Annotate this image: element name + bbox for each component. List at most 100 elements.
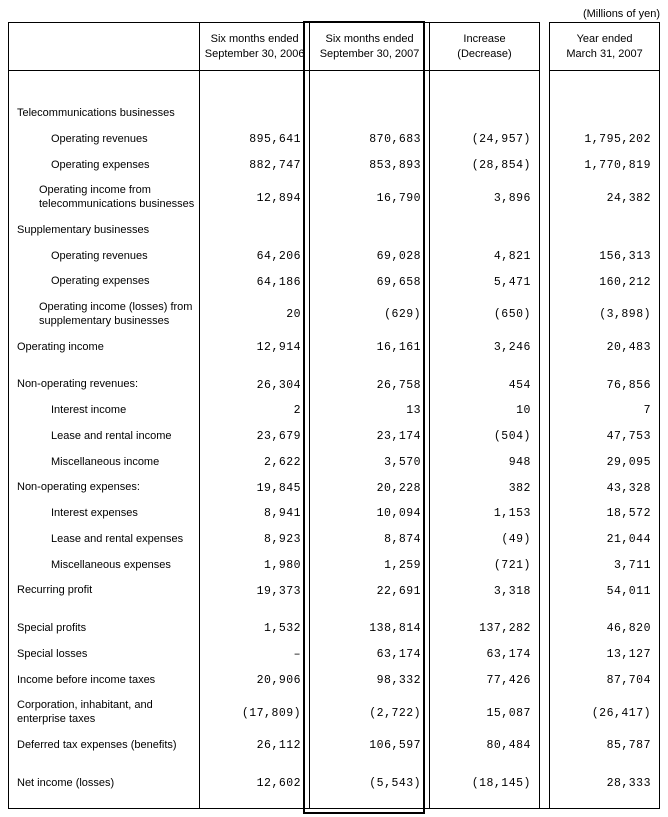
cell-value: 1,259 xyxy=(310,553,429,578)
table-row xyxy=(9,759,660,771)
table-row: Lease and rental expenses8,9238,874(49)2… xyxy=(9,527,660,553)
cell-value: 16,790 xyxy=(310,186,429,211)
cell-value: 54,011 xyxy=(550,579,659,604)
table-row: Operating income from telecommunications… xyxy=(9,178,660,218)
cell-value: 15,087 xyxy=(430,701,539,726)
row-label: Operating expenses xyxy=(9,153,199,179)
cell-value: 28,333 xyxy=(550,771,659,796)
cell-value: 23,679 xyxy=(200,424,309,449)
cell-value: 23,174 xyxy=(310,424,429,449)
table-row: Interest expenses8,94110,0941,15318,572 xyxy=(9,501,660,527)
cell-value: 853,893 xyxy=(310,153,429,178)
row-label: Miscellaneous income xyxy=(9,450,199,476)
table-row: Deferred tax expenses (benefits)26,11210… xyxy=(9,733,660,759)
row-label: Operating income (losses) from supplemen… xyxy=(9,295,199,335)
cell-value: 1,980 xyxy=(200,553,309,578)
cell-value: 20 xyxy=(200,302,309,327)
cell-value: 160,212 xyxy=(550,270,659,295)
cell-value: (629) xyxy=(310,302,429,327)
table-row: Non-operating expenses:19,84520,22838243… xyxy=(9,475,660,501)
cell-value: 3,570 xyxy=(310,450,429,475)
cell-value: 2 xyxy=(200,398,309,423)
cell-value: (28,854) xyxy=(430,153,539,178)
row-label: Net income (losses) xyxy=(9,771,199,797)
cell-value: 29,095 xyxy=(550,450,659,475)
cell-value: 3,711 xyxy=(550,553,659,578)
cell-value: 8,923 xyxy=(200,527,309,552)
col-header-period1: Six months ended September 30, 2006 xyxy=(200,23,310,71)
cell-value: (650) xyxy=(430,302,539,327)
cell-value: 12,894 xyxy=(200,186,309,211)
cell-value: 80,484 xyxy=(430,733,539,758)
table-row: Operating expenses64,18669,6585,471160,2… xyxy=(9,269,660,295)
table-row: Interest income213107 xyxy=(9,398,660,424)
row-label: Miscellaneous expenses xyxy=(9,553,199,579)
table-row xyxy=(9,796,660,809)
cell-value: 1,795,202 xyxy=(550,127,659,152)
table-row: Income before income taxes20,90698,33277… xyxy=(9,668,660,694)
cell-value: 24,382 xyxy=(550,186,659,211)
cell-value: 8,874 xyxy=(310,527,429,552)
cell-value: 12,602 xyxy=(200,771,309,796)
row-label: Operating income from telecommunications… xyxy=(9,178,199,218)
table-row: Non-operating revenues:26,30426,75845476… xyxy=(9,372,660,398)
cell-value: 63,174 xyxy=(430,642,539,667)
table-row: Special profits1,532138,814137,28246,820 xyxy=(9,616,660,642)
table-row: Operating expenses882,747853,893(28,854)… xyxy=(9,153,660,179)
col-gap xyxy=(539,23,549,71)
cell-value: 138,814 xyxy=(310,616,429,641)
header-row: Six months ended September 30, 2006 Six … xyxy=(9,23,660,71)
cell-value: 47,753 xyxy=(550,424,659,449)
table-row: Special losses–63,17463,17413,127 xyxy=(9,642,660,668)
col-header-label xyxy=(9,23,200,71)
col-header-period2: Six months ended September 30, 2007 xyxy=(310,23,430,71)
row-label: Corporation, inhabitant, and enterprise … xyxy=(9,693,199,733)
cell-value: 19,373 xyxy=(200,579,309,604)
cell-value: 43,328 xyxy=(550,476,659,501)
cell-value: 26,758 xyxy=(310,373,429,398)
cell-value: 46,820 xyxy=(550,616,659,641)
row-label: Lease and rental income xyxy=(9,424,199,450)
cell-value: (24,957) xyxy=(430,127,539,152)
table-row: Telecommunications businesses xyxy=(9,101,660,127)
row-label: Income before income taxes xyxy=(9,668,199,694)
row-label: Operating revenues xyxy=(9,244,199,270)
row-label: Interest expenses xyxy=(9,501,199,527)
table-row: Miscellaneous income2,6223,57094829,095 xyxy=(9,450,660,476)
table-row xyxy=(9,71,660,102)
cell-value: (17,809) xyxy=(200,701,309,726)
financial-table: Six months ended September 30, 2006 Six … xyxy=(8,22,660,809)
cell-value: 1,532 xyxy=(200,616,309,641)
cell-value: 12,914 xyxy=(200,335,309,360)
cell-value: 1,153 xyxy=(430,501,539,526)
cell-value: 69,028 xyxy=(310,244,429,269)
cell-value: 87,704 xyxy=(550,668,659,693)
cell-value: 454 xyxy=(430,373,539,398)
cell-value: 98,332 xyxy=(310,668,429,693)
unit-label: (Millions of yen) xyxy=(8,8,660,20)
table-row: Supplementary businesses xyxy=(9,218,660,244)
table-row: Operating revenues895,641870,683(24,957)… xyxy=(9,127,660,153)
cell-value: 20,228 xyxy=(310,476,429,501)
cell-value: 64,186 xyxy=(200,270,309,295)
table-container: Six months ended September 30, 2006 Six … xyxy=(8,22,660,809)
cell-value: 63,174 xyxy=(310,642,429,667)
cell-value: 10,094 xyxy=(310,501,429,526)
cell-value: 5,471 xyxy=(430,270,539,295)
cell-value: 8,941 xyxy=(200,501,309,526)
cell-value: 156,313 xyxy=(550,244,659,269)
cell-value: 106,597 xyxy=(310,733,429,758)
cell-value: 895,641 xyxy=(200,127,309,152)
table-row: Operating income12,91416,1613,24620,483 xyxy=(9,335,660,361)
cell-value: 64,206 xyxy=(200,244,309,269)
table-row: Miscellaneous expenses1,9801,259(721) 3,7… xyxy=(9,553,660,579)
row-label: Telecommunications businesses xyxy=(9,101,199,127)
row-label: Supplementary businesses xyxy=(9,218,199,244)
cell-value: 21,044 xyxy=(550,527,659,552)
cell-value: 19,845 xyxy=(200,476,309,501)
row-label: Special losses xyxy=(9,642,199,668)
cell-value: 1,770,819 xyxy=(550,153,659,178)
cell-value: (49) xyxy=(430,527,539,552)
table-row: Corporation, inhabitant, and enterprise … xyxy=(9,693,660,733)
cell-value: (721) xyxy=(430,553,539,578)
